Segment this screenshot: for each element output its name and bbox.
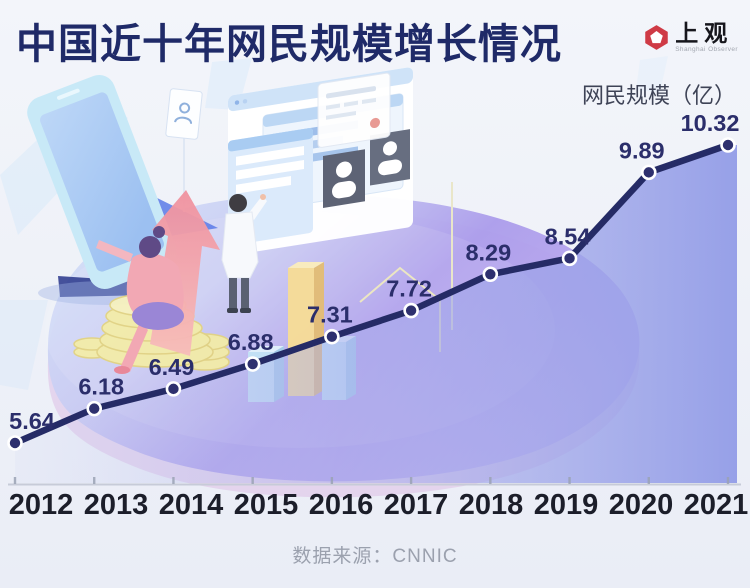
data-line	[11, 141, 732, 447]
x-axis-year-label: 2017	[384, 489, 449, 521]
alert-dot-icon	[370, 117, 380, 129]
x-axis-year-label: 2019	[534, 489, 599, 521]
photo-card-person-icon-2	[370, 129, 410, 186]
x-axis-tick	[172, 477, 175, 484]
logo-name: 上观	[675, 21, 734, 46]
woman-figure-illustration	[96, 226, 184, 374]
id-card-illustration	[165, 88, 203, 212]
x-axis-tick	[647, 477, 650, 484]
x-axis-tick	[568, 477, 571, 484]
observer-knot-icon	[643, 24, 670, 51]
x-axis-year-label: 2015	[234, 489, 299, 521]
x-axis-tick	[726, 477, 730, 484]
data-point	[640, 164, 657, 181]
x-axis-year-label: 2021	[684, 489, 749, 521]
data-point-value-label: 6.88	[228, 329, 274, 355]
logo-subtitle: Shanghai Observer	[675, 46, 738, 53]
x-axis-tick	[251, 477, 254, 484]
data-point	[86, 400, 103, 417]
smartphone-illustration	[27, 74, 178, 305]
x-axis-year-label: 2018	[459, 489, 524, 521]
x-axis-tick	[409, 477, 413, 484]
shanghai-observer-logo: 上观 Shanghai Observer	[643, 22, 738, 54]
x-axis-year-label: 2013	[84, 489, 149, 521]
data-point	[403, 302, 419, 319]
data-point	[561, 250, 578, 267]
data-source: 数据来源：CNNIC	[292, 546, 458, 567]
data-point	[165, 381, 182, 397]
x-axis-tick	[330, 477, 334, 484]
data-point-value-label: 9.89	[619, 137, 665, 163]
data-point-value-label: 6.18	[78, 374, 124, 400]
man-figure-illustration	[221, 194, 267, 313]
notification-card-illustration	[317, 72, 453, 352]
y-axis-unit-label: 网民规模（亿）	[581, 83, 736, 108]
page-title: 中国近十年网民规模增长情况	[16, 21, 562, 67]
x-axis-tick	[13, 477, 17, 484]
data-point-value-label: 10.32	[681, 110, 740, 136]
line-chart: 5.64 6.18 6.49 6.88 7.31 7.72 8.29 8.54 9.89 10.3…	[7, 110, 749, 521]
data-point-value-label: 8.29	[465, 239, 511, 265]
x-axis-tick	[93, 477, 96, 484]
photo-card-person-icon	[323, 149, 365, 208]
data-point	[720, 137, 736, 153]
x-axis-year-label: 2014	[159, 489, 224, 521]
data-point-value-label: 7.31	[307, 302, 353, 328]
x-axis-year-label: 2012	[9, 489, 74, 521]
data-point	[324, 328, 340, 345]
data-point-value-label: 7.72	[386, 276, 432, 302]
data-point	[7, 435, 23, 451]
data-point	[244, 356, 261, 372]
data-point-value-label: 6.49	[149, 354, 195, 380]
x-axis-tick	[489, 477, 492, 484]
person-icon	[174, 102, 193, 124]
x-axis-year-label: 2020	[609, 489, 674, 521]
data-point-value-label: 5.64	[9, 408, 55, 434]
x-axis-year-label: 2016	[309, 489, 374, 521]
area-fill	[15, 145, 737, 483]
data-point-value-label: 8.54	[545, 223, 591, 249]
data-point	[482, 266, 499, 283]
